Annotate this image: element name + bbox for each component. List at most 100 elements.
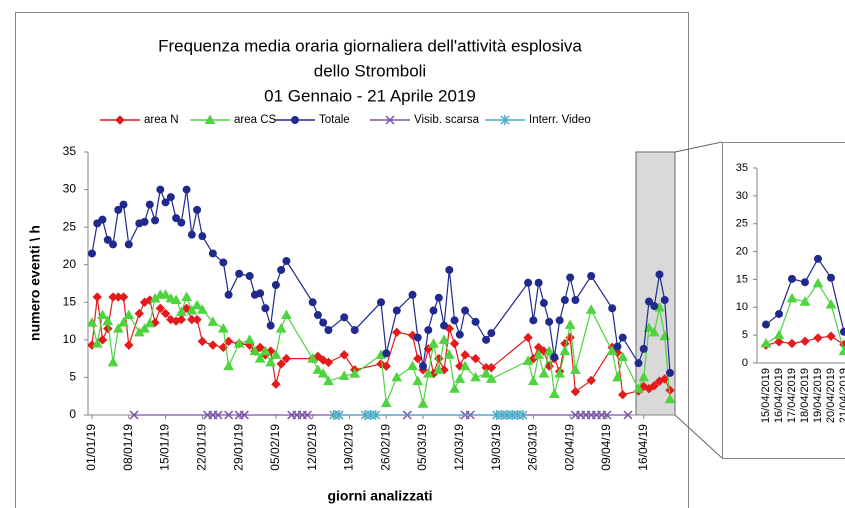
x-tick-label: 19/03/19 — [489, 424, 503, 471]
data-point — [560, 296, 569, 305]
data-point — [617, 351, 629, 362]
data-point — [445, 265, 454, 274]
legend-label: Visib. scarsa — [414, 114, 480, 126]
data-point — [112, 323, 124, 333]
y-axis-title: numero eventi \ h — [27, 225, 43, 341]
data-point — [761, 320, 771, 329]
data-point — [107, 356, 119, 367]
data-point — [618, 390, 628, 400]
data-point — [602, 410, 612, 420]
x-tick-label: 01/01/19 — [84, 424, 98, 471]
data-point — [760, 337, 772, 348]
x-tick-label: 08/01/19 — [121, 424, 135, 471]
data-point — [634, 359, 643, 368]
data-point — [166, 314, 176, 325]
data-point — [103, 235, 112, 244]
data-point — [140, 217, 149, 226]
x-tick-label: 19/02/19 — [342, 424, 356, 471]
x-tick-label: 16/04/19 — [636, 424, 650, 471]
legend-marker — [290, 116, 300, 124]
data-point — [340, 313, 349, 322]
data-point — [371, 410, 381, 420]
data-point — [826, 273, 836, 282]
data-point — [124, 240, 133, 249]
chart-title: Frequenza media oraria giornaliera dell'… — [158, 36, 582, 55]
data-point — [586, 375, 596, 386]
data-point — [486, 362, 497, 373]
data-point — [271, 281, 280, 289]
data-point — [554, 368, 566, 378]
data-point — [449, 338, 460, 349]
data-point — [449, 383, 460, 393]
data-point — [460, 350, 470, 360]
data-point — [799, 296, 811, 306]
data-point — [266, 321, 275, 330]
legend-label: Totale — [319, 114, 350, 126]
data-point — [313, 311, 322, 320]
data-point — [470, 371, 481, 382]
data-point — [102, 315, 114, 326]
x-axis-title: giorni analizzati — [327, 488, 432, 504]
data-point — [571, 296, 580, 305]
data-point — [175, 306, 187, 317]
y-tick-label: 5 — [69, 370, 76, 384]
data-point — [485, 373, 497, 383]
data-point — [318, 355, 328, 365]
data-point — [176, 314, 187, 325]
zoom-connector — [674, 414, 723, 459]
data-point — [813, 254, 823, 263]
data-point — [193, 205, 202, 214]
zoom-connector — [674, 141, 723, 153]
data-point — [391, 371, 403, 382]
x-tick-label: 05/02/19 — [268, 424, 282, 471]
data-point — [245, 271, 254, 280]
data-point — [533, 349, 544, 359]
x-tick-label: 15/01/19 — [158, 424, 172, 471]
data-point — [434, 293, 443, 302]
data-point — [618, 333, 627, 342]
y-tick-label: 35 — [736, 162, 748, 174]
data-point — [539, 299, 548, 308]
data-point — [235, 269, 244, 278]
data-point — [413, 333, 422, 342]
data-point — [312, 364, 324, 374]
data-point — [643, 322, 655, 332]
data-point — [139, 323, 150, 333]
y-tick-label: 30 — [736, 190, 748, 202]
data-point — [208, 340, 218, 350]
y-tick-label: 5 — [742, 329, 748, 341]
data-point — [97, 309, 108, 320]
data-point — [334, 410, 344, 420]
data-point — [249, 345, 261, 356]
data-point — [233, 338, 245, 348]
x-tick-label: 17/04/2019 — [786, 368, 798, 423]
y-tick-label: 30 — [63, 182, 77, 196]
data-point — [550, 353, 559, 362]
data-point — [459, 360, 471, 371]
data-point — [774, 309, 784, 318]
data-point — [392, 327, 402, 338]
data-point — [244, 334, 255, 344]
data-point — [424, 326, 433, 335]
chart-title: dello Stromboli — [314, 61, 426, 80]
data-point — [813, 333, 823, 343]
data-point — [182, 185, 191, 194]
data-point — [812, 277, 824, 288]
data-point — [522, 355, 534, 365]
x-tick-label: 12/03/19 — [452, 424, 466, 471]
data-point — [633, 383, 644, 393]
data-point — [118, 292, 129, 302]
data-point — [392, 306, 401, 315]
data-point — [181, 303, 192, 314]
data-point — [606, 345, 618, 356]
x-tick-label: 29/01/19 — [231, 424, 245, 471]
data-point — [608, 304, 617, 313]
y-tick-label: 20 — [63, 257, 77, 271]
data-point — [655, 270, 664, 279]
x-tick-label: 05/03/19 — [415, 424, 429, 471]
data-point — [144, 317, 156, 328]
data-point — [450, 316, 459, 325]
y-tick-label: 25 — [736, 218, 748, 230]
data-point — [650, 302, 659, 311]
